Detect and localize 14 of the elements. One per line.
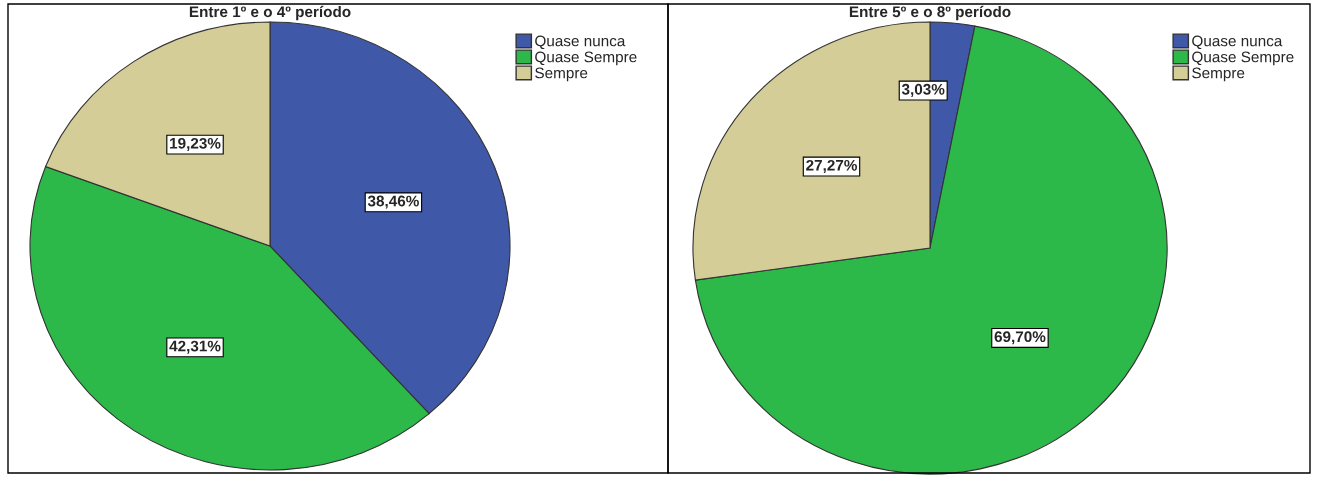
data-label: 3,03% [901, 83, 945, 97]
data-label: 27,27% [806, 159, 857, 173]
chart-title: Entre 5º e o 8º período [849, 5, 1011, 21]
data-label: 19,23% [170, 137, 221, 151]
data-label: 38,46% [367, 195, 419, 209]
data-label: 69,70% [994, 331, 1046, 345]
legend-label: Quase Sempre [535, 51, 637, 66]
data-label: 42,31% [169, 340, 221, 354]
legend-label: Sempre [535, 67, 588, 82]
legend-label: Quase Sempre [1192, 51, 1294, 66]
legend-label: Sempre [1192, 67, 1245, 82]
chart-title: Entre 1º e o 4º período [189, 5, 351, 21]
legend-label: Quase nunca [535, 35, 626, 50]
legend-label: Quase nunca [1192, 35, 1283, 50]
